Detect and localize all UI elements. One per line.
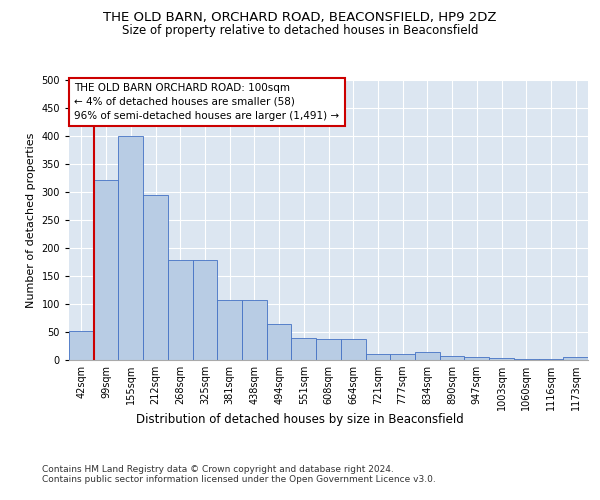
Bar <box>118 136 143 360</box>
Bar <box>563 357 588 360</box>
Bar <box>217 300 242 360</box>
Bar <box>193 260 217 360</box>
Bar <box>267 324 292 360</box>
Text: Size of property relative to detached houses in Beaconsfield: Size of property relative to detached ho… <box>122 24 478 37</box>
Bar <box>489 358 514 360</box>
Bar <box>292 338 316 360</box>
Bar <box>415 352 440 360</box>
Text: Distribution of detached houses by size in Beaconsfield: Distribution of detached houses by size … <box>136 412 464 426</box>
Bar <box>69 331 94 360</box>
Bar <box>168 260 193 360</box>
Bar <box>341 340 365 360</box>
Bar <box>365 354 390 360</box>
Text: THE OLD BARN ORCHARD ROAD: 100sqm
← 4% of detached houses are smaller (58)
96% o: THE OLD BARN ORCHARD ROAD: 100sqm ← 4% o… <box>74 83 340 121</box>
Bar <box>242 300 267 360</box>
Bar <box>316 338 341 360</box>
Text: Contains HM Land Registry data © Crown copyright and database right 2024.
Contai: Contains HM Land Registry data © Crown c… <box>42 465 436 484</box>
Bar <box>464 357 489 360</box>
Bar <box>440 356 464 360</box>
Text: THE OLD BARN, ORCHARD ROAD, BEACONSFIELD, HP9 2DZ: THE OLD BARN, ORCHARD ROAD, BEACONSFIELD… <box>103 11 497 24</box>
Bar <box>143 195 168 360</box>
Bar <box>94 180 118 360</box>
Bar <box>514 359 539 360</box>
Y-axis label: Number of detached properties: Number of detached properties <box>26 132 36 308</box>
Bar <box>390 354 415 360</box>
